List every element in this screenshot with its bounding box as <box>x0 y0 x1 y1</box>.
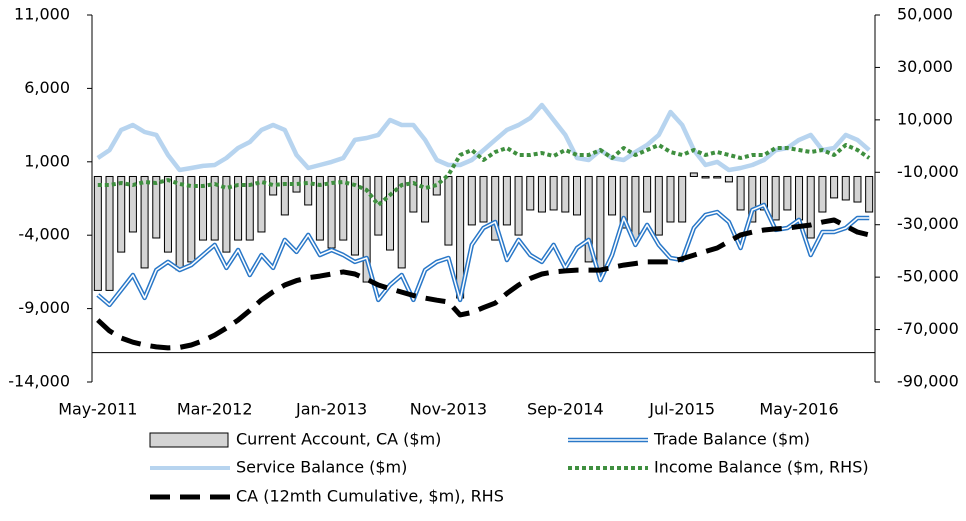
y2-tick-label: 10,000 <box>897 109 953 128</box>
bar <box>199 175 208 241</box>
y2-tick-label: -50,000 <box>897 267 959 286</box>
bar <box>315 175 324 241</box>
bar <box>339 175 348 241</box>
y2-tick-label: -10,000 <box>897 162 959 181</box>
bar <box>549 175 558 211</box>
y-tick-label: 1,000 <box>24 151 70 170</box>
line-series-inner <box>97 204 870 306</box>
bar <box>643 175 652 213</box>
bar <box>163 175 172 253</box>
bar <box>409 175 418 213</box>
bar <box>514 175 523 236</box>
y2-tick-label: -70,000 <box>897 319 959 338</box>
bar <box>724 175 733 183</box>
bar <box>631 175 640 241</box>
bar <box>865 175 874 213</box>
bar <box>783 175 792 211</box>
bar <box>350 175 359 256</box>
bar <box>479 175 488 223</box>
bar <box>537 175 546 213</box>
bar <box>771 175 780 221</box>
y2-tick-label: -90,000 <box>897 372 959 391</box>
bar <box>374 175 383 236</box>
bar <box>421 175 430 223</box>
bar <box>526 175 535 211</box>
bar <box>362 175 371 283</box>
bar <box>795 175 804 221</box>
bar <box>502 175 511 226</box>
bar <box>304 175 313 206</box>
legend-label: Trade Balance ($m) <box>653 430 810 449</box>
bar <box>806 175 815 239</box>
x-tick-label: Sep-2014 <box>527 400 604 419</box>
bar <box>444 175 453 246</box>
bar <box>175 175 184 271</box>
bar <box>280 175 289 216</box>
bar <box>619 175 628 229</box>
bar <box>830 175 839 199</box>
bar <box>666 175 675 223</box>
y-tick-label: 11,000 <box>14 5 70 24</box>
bar <box>467 175 476 226</box>
bar <box>561 175 570 213</box>
line-series <box>96 217 870 351</box>
x-tick-label: Jan-2013 <box>295 400 367 419</box>
line-series <box>96 102 871 173</box>
bar <box>140 175 149 269</box>
legend-label: Service Balance ($m) <box>236 458 407 477</box>
bar <box>491 175 500 241</box>
y-tick-label: 6,000 <box>24 78 70 97</box>
bar <box>818 175 827 213</box>
bar <box>748 175 757 223</box>
bar <box>608 175 617 216</box>
bar <box>105 175 114 291</box>
y-tick-label: -4,000 <box>18 225 70 244</box>
bar <box>654 175 663 236</box>
bar <box>128 175 137 233</box>
line-series <box>97 143 871 207</box>
bar <box>327 175 336 249</box>
legend-label: CA (12mth Cumulative, $m), RHS <box>236 487 504 506</box>
bar <box>93 175 102 291</box>
bar <box>386 175 395 251</box>
legend-label: Current Account, CA ($m) <box>236 430 441 449</box>
bar <box>678 175 687 223</box>
bar <box>210 175 219 241</box>
legend-label: Income Balance ($m, RHS) <box>654 458 869 477</box>
y2-tick-label: 50,000 <box>897 5 953 24</box>
x-tick-label: May-2016 <box>759 400 838 419</box>
bar <box>187 175 196 263</box>
x-tick-label: Nov-2013 <box>410 400 487 419</box>
bar <box>596 175 605 273</box>
bar <box>572 175 581 216</box>
bar <box>397 175 406 269</box>
legend-swatch <box>149 432 229 448</box>
y2-tick-label: 30,000 <box>897 57 953 76</box>
bar <box>117 175 126 253</box>
x-tick-label: Jul-2015 <box>648 400 715 419</box>
bar <box>245 175 254 241</box>
x-tick-label: Mar-2012 <box>177 400 253 419</box>
bar <box>222 175 231 253</box>
bar <box>841 175 850 201</box>
bar <box>701 175 710 179</box>
y-tick-label: -9,000 <box>18 298 70 317</box>
bar <box>736 175 745 211</box>
bar <box>584 175 593 263</box>
bar <box>853 175 862 203</box>
bar <box>713 175 722 179</box>
y2-tick-label: -30,000 <box>897 214 959 233</box>
bar <box>152 175 161 239</box>
bar <box>689 172 698 177</box>
x-tick-label: May-2011 <box>58 400 137 419</box>
y-tick-label: -14,000 <box>8 372 70 391</box>
bar <box>234 175 243 241</box>
bar <box>257 175 266 233</box>
